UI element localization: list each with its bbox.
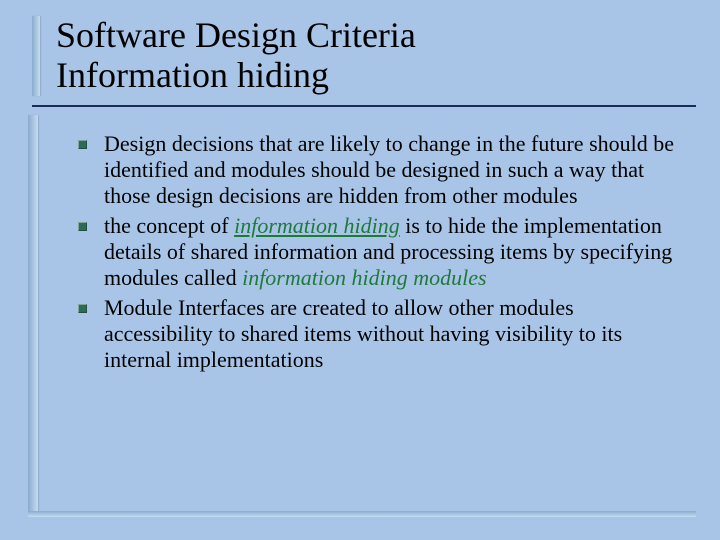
bullet-text: Module Interfaces are created to allow o…	[104, 295, 622, 372]
emphasis-text: information hiding modules	[242, 265, 486, 290]
title-line-1: Software Design Criteria	[56, 15, 416, 55]
bullet-list: Design decisions that are likely to chan…	[78, 131, 678, 373]
bullet-text: the concept of	[104, 213, 234, 238]
page-title: Software Design Criteria Information hid…	[56, 16, 696, 95]
title-box: Software Design Criteria Information hid…	[32, 10, 696, 107]
list-item: Design decisions that are likely to chan…	[78, 131, 678, 209]
list-item: the concept of information hiding is to …	[78, 213, 678, 291]
list-item: Module Interfaces are created to allow o…	[78, 295, 678, 373]
content-box: Design decisions that are likely to chan…	[32, 115, 696, 513]
bullet-text: Design decisions that are likely to chan…	[104, 131, 674, 208]
emphasis-link: information hiding	[234, 213, 400, 238]
title-line-2: Information hiding	[56, 55, 329, 95]
slide-container: Software Design Criteria Information hid…	[32, 10, 696, 526]
